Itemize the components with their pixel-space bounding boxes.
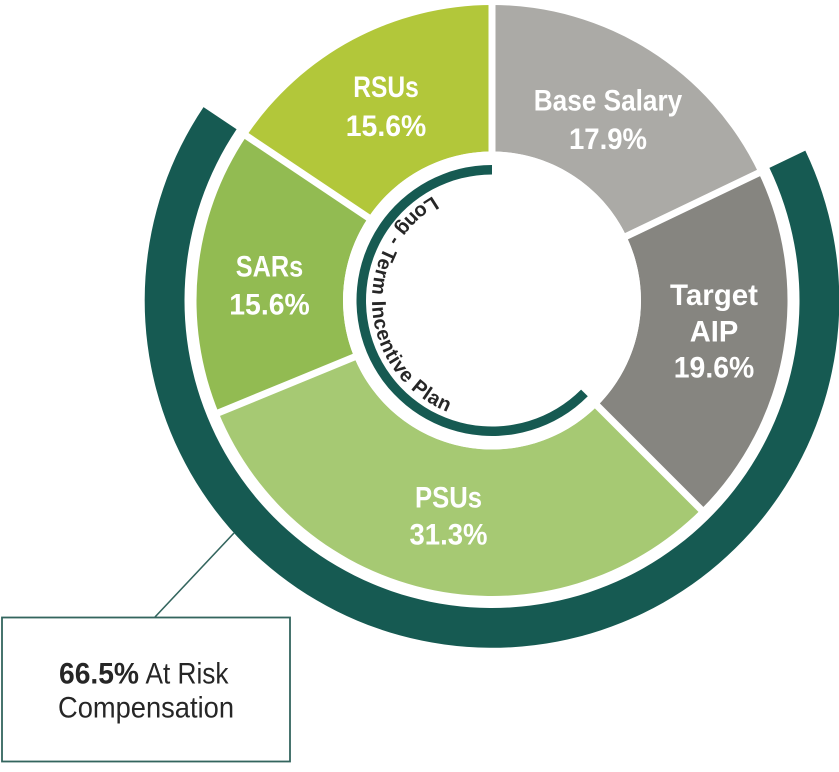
svg-text:PSUs: PSUs [415, 482, 482, 515]
svg-text:15.6%: 15.6% [346, 110, 427, 143]
svg-text:66.5%: 66.5% [59, 658, 139, 691]
svg-text:At Risk: At Risk [146, 658, 230, 691]
svg-text:19.6%: 19.6% [674, 352, 755, 385]
svg-text:31.3%: 31.3% [410, 519, 488, 552]
svg-text:SARs: SARs [236, 251, 304, 284]
svg-text:Compensation: Compensation [58, 692, 234, 725]
svg-text:Base Salary: Base Salary [534, 85, 683, 118]
svg-text:AIP: AIP [690, 316, 739, 349]
svg-text:17.9%: 17.9% [569, 123, 647, 156]
svg-text:15.6%: 15.6% [229, 289, 310, 322]
svg-text:RSUs: RSUs [353, 71, 419, 104]
svg-text:Target: Target [670, 279, 758, 312]
